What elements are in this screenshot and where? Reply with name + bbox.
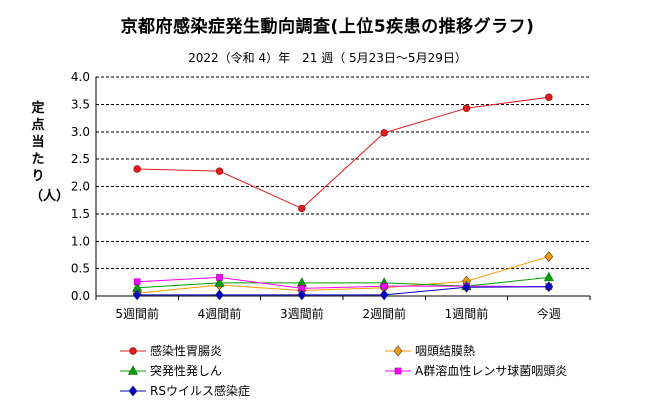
series-line	[137, 276, 549, 289]
x-tick-label: 1週間前	[445, 306, 489, 321]
series-layer	[132, 93, 554, 301]
x-tick-label: 2週間前	[362, 306, 406, 321]
x-tick-label: 今週	[537, 306, 561, 321]
data-point	[215, 289, 224, 301]
grid-lines	[96, 76, 590, 270]
data-point	[298, 204, 306, 213]
y-tick-label: 2.5	[71, 152, 90, 166]
data-point	[544, 251, 554, 263]
data-point	[544, 281, 554, 293]
legend-label: RSウイルス感染症	[150, 383, 250, 398]
data-point	[214, 277, 225, 287]
y-tick-label: 1.0	[71, 234, 90, 248]
series	[132, 281, 554, 301]
legend-item: A群溶血性レンサ球菌咽頭炎	[385, 363, 567, 378]
x-tick-label: 4週間前	[198, 306, 242, 321]
y-axis-label-char: り	[31, 169, 45, 184]
data-point	[379, 289, 389, 301]
chart-subtitle: 2022（令和 4）年 21 週（ 5月23日〜5月29日）	[188, 51, 467, 65]
series-line	[137, 276, 549, 289]
y-tick-label: 0.0	[71, 289, 90, 303]
y-tick-label: 0.5	[71, 262, 90, 276]
data-point	[133, 278, 141, 286]
series	[132, 251, 554, 299]
data-point	[132, 289, 142, 301]
x-tick-label: 5週間前	[115, 306, 159, 321]
data-point	[393, 345, 403, 357]
series-line	[137, 96, 549, 209]
data-point	[380, 282, 388, 290]
y-tick-label: 1.5	[71, 207, 90, 221]
legend-label: 突発性発しん	[150, 363, 222, 378]
y-tick-label: 2.0	[71, 180, 90, 194]
series	[132, 271, 554, 292]
y-tick-label: 3.5	[71, 97, 90, 111]
data-point	[462, 281, 471, 293]
series	[133, 93, 553, 213]
data-point	[128, 385, 138, 397]
y-axis-unit: （人）	[30, 189, 70, 204]
legend-label: 感染性胃腸炎	[150, 343, 222, 358]
y-axis-label-char: 点	[31, 118, 45, 133]
data-point	[380, 129, 388, 137]
y-axis-label: 定 点 当 た り （人）	[30, 100, 70, 205]
legend-item: RSウイルス感染症	[120, 383, 250, 398]
y-tick-label: 4.0	[71, 70, 90, 84]
axes: 0.0 0.5 1.0 1.5 2.0 2.5 3.0 3.5 4.0 5週間前 4週間前 3週間前 2…	[71, 70, 591, 321]
data-point	[129, 347, 137, 355]
y-tick-label: 3.0	[71, 125, 90, 139]
data-point	[545, 93, 553, 101]
y-axis-label-char: 当	[31, 135, 45, 150]
data-point	[216, 274, 223, 281]
y-axis-label-char: た	[31, 152, 45, 167]
legend-label: A群溶血性レンサ球菌咽頭炎	[415, 363, 567, 378]
legend-label: 咽頭結膜熱	[415, 344, 475, 358]
legend-item: 突発性発しん	[120, 363, 222, 378]
y-axis-label-char: 定	[31, 101, 45, 116]
series-line	[137, 286, 549, 296]
data-point	[128, 365, 138, 375]
legend-item: 感染性胃腸炎	[120, 343, 222, 358]
chart-title: 京都府感染症発生動向調査(上位5疾患の推移グラフ)	[120, 17, 535, 37]
data-point	[133, 165, 141, 173]
data-point	[462, 104, 471, 112]
data-point	[215, 167, 224, 175]
data-point	[394, 367, 402, 375]
series-line	[137, 256, 549, 294]
data-point	[297, 289, 307, 301]
data-point	[543, 271, 554, 282]
legend-item: 咽頭結膜熱	[385, 344, 475, 358]
x-tick-label: 3週間前	[280, 306, 324, 321]
